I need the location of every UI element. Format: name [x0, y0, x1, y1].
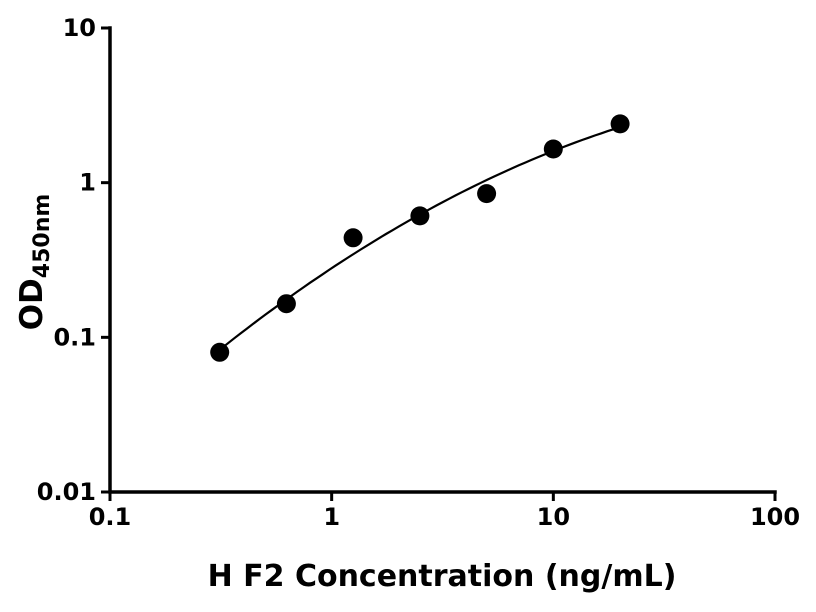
- data-point: [210, 342, 230, 362]
- x-axis-title: H F2 Concentration (ng/mL): [208, 559, 677, 594]
- y-axis-title: OD450nm: [14, 194, 55, 331]
- data-point: [610, 114, 630, 134]
- axis-lines: [108, 26, 777, 494]
- y-tick-label: 0.01: [37, 478, 96, 506]
- y-tick-label: 10: [63, 14, 96, 42]
- y-tick-label: 1: [79, 169, 96, 197]
- data-point: [276, 294, 296, 314]
- data-point: [410, 206, 430, 226]
- x-tick-label: 0.1: [89, 503, 132, 531]
- y-axis-title-main: OD: [14, 278, 50, 330]
- data-point: [343, 228, 363, 248]
- y-axis-title-subscript: 450nm: [30, 194, 55, 279]
- x-tick-label: 100: [750, 503, 800, 531]
- x-tick-label: 1: [323, 503, 340, 531]
- x-tick-label: 10: [537, 503, 570, 531]
- data-point: [543, 139, 563, 159]
- y-tick-label: 0.1: [53, 323, 96, 351]
- fit-curve: [214, 126, 621, 355]
- data-point: [477, 184, 497, 204]
